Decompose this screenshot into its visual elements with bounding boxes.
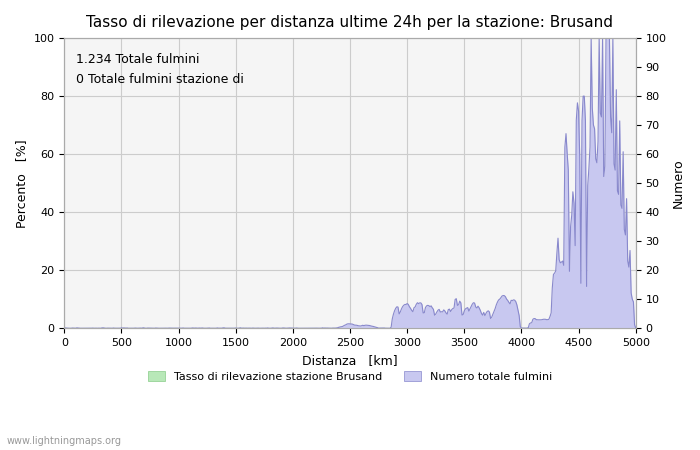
- Text: 0 Totale fulmini stazione di: 0 Totale fulmini stazione di: [76, 73, 244, 86]
- Y-axis label: Numero: Numero: [672, 158, 685, 208]
- Text: 1.234 Totale fulmini: 1.234 Totale fulmini: [76, 53, 200, 66]
- Title: Tasso di rilevazione per distanza ultime 24h per la stazione: Brusand: Tasso di rilevazione per distanza ultime…: [87, 15, 613, 30]
- X-axis label: Distanza   [km]: Distanza [km]: [302, 354, 398, 367]
- Legend: Tasso di rilevazione stazione Brusand, Numero totale fulmini: Tasso di rilevazione stazione Brusand, N…: [144, 367, 556, 387]
- Text: www.lightningmaps.org: www.lightningmaps.org: [7, 436, 122, 446]
- Y-axis label: Percento   [%]: Percento [%]: [15, 139, 28, 228]
